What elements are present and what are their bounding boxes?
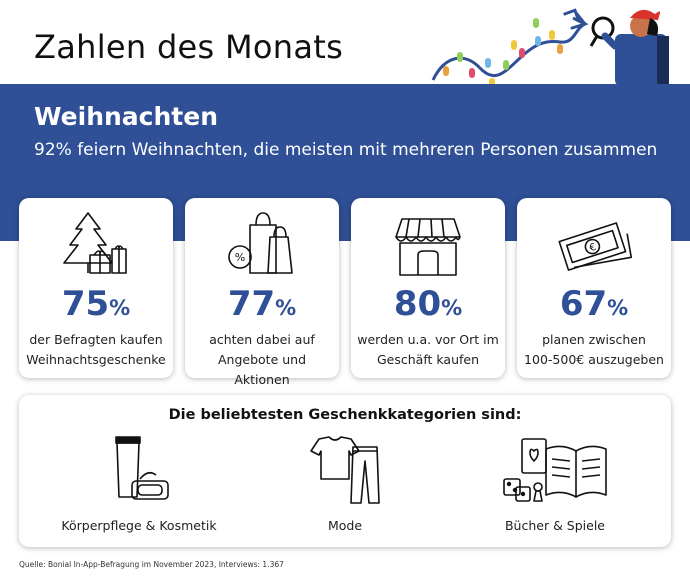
stat-description: achten dabei auf Angebote und Aktionen [209, 332, 315, 387]
stat-card-offers: % 77% achten dabei auf Angebote und Akti… [185, 198, 339, 387]
category-item: Bücher & Spiele [455, 433, 655, 541]
category-label: Mode [327, 518, 363, 533]
category-item: Körperpflege & Kosmetik [39, 433, 239, 541]
cosmetics-icon [39, 433, 239, 507]
stat-value: 80% [393, 284, 463, 324]
band-title: Weihnachten [34, 102, 218, 131]
stat-value: 75% [61, 284, 131, 324]
svg-text:%: % [235, 251, 245, 264]
stat-card-local-store: 80% werden u.a. vor Ort im Geschäft kauf… [351, 198, 505, 378]
shopping-bags-discount-icon: % [185, 206, 339, 284]
books-games-icon [455, 433, 655, 507]
stat-description: der Befragten kaufen Weihnachtsgeschenke [26, 332, 166, 367]
gift-categories-panel: Die beliebtesten Geschenkkategorien sind… [19, 395, 671, 547]
stat-description: werden u.a. vor Ort im Geschäft kaufen [357, 332, 499, 367]
clothing-icon [245, 433, 445, 507]
category-label: Körperpflege & Kosmetik [61, 518, 217, 533]
stat-description: planen zwischen 100-500€ auszugeben [524, 332, 664, 367]
stat-card-gifts: 75% der Befragten kaufen Weihnachtsgesch… [19, 198, 173, 378]
stat-value: 77% [227, 284, 297, 324]
source-note: Quelle: Bonial In-App-Befragung im Novem… [19, 560, 284, 569]
category-label: Bücher & Spiele [504, 518, 605, 533]
stat-card-budget: € 67% planen zwischen 100-500€ auszugebe… [517, 198, 671, 378]
categories-title: Die beliebtesten Geschenkkategorien sind… [168, 407, 522, 423]
stat-value: 67% [559, 284, 629, 324]
svg-text:€: € [588, 242, 597, 254]
band-subtitle: 92% feiern Weihnachten, die meisten mit … [34, 140, 658, 160]
category-item: Mode [245, 433, 445, 541]
banknotes-euro-icon: € [517, 206, 671, 284]
page-title: Zahlen des Monats [34, 28, 344, 66]
christmas-tree-gifts-icon [19, 206, 173, 284]
storefront-icon [351, 206, 505, 284]
christmas-lights-person-illustration [431, 7, 669, 86]
